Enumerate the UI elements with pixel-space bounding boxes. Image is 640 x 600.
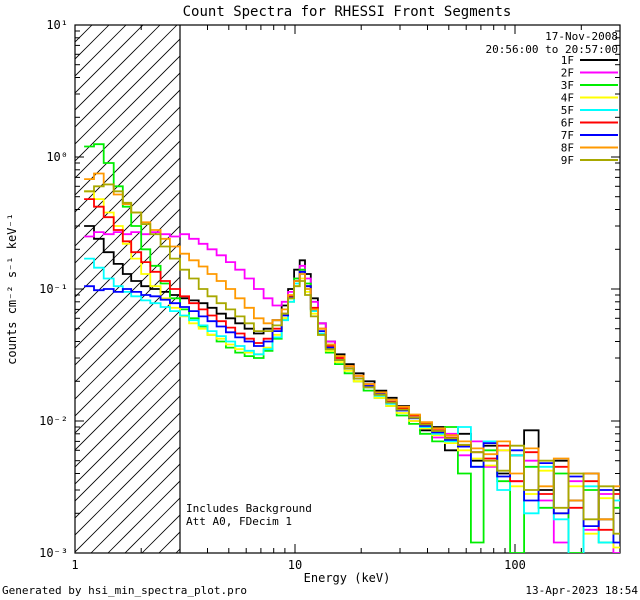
series-layer bbox=[84, 143, 620, 553]
series-line-8F bbox=[84, 172, 620, 521]
annotation-includes-background: Includes Background bbox=[186, 502, 312, 515]
hatch-line bbox=[75, 242, 180, 349]
x-tick-label: 1 bbox=[71, 558, 78, 572]
legend-label-6F: 6F bbox=[561, 117, 574, 130]
x-tick-label: 10 bbox=[288, 558, 302, 572]
legend-label-3F: 3F bbox=[561, 79, 574, 92]
series-line-3F bbox=[84, 143, 620, 553]
hatch-line bbox=[75, 361, 180, 468]
legend-label-1F: 1F bbox=[561, 54, 574, 67]
obs-time: 20:56:00 to 20:57:00 bbox=[486, 43, 618, 56]
legend-label-9F: 9F bbox=[561, 154, 574, 167]
hatch-line bbox=[75, 446, 180, 553]
y-tick-label: 10⁻¹ bbox=[39, 282, 68, 296]
x-axis-label: Energy (keV) bbox=[304, 571, 391, 585]
series-line-5F bbox=[84, 257, 620, 553]
hatch-line bbox=[75, 327, 180, 434]
series-line-7F bbox=[84, 270, 620, 544]
y-tick-label: 10⁻² bbox=[39, 414, 68, 428]
hatch-line bbox=[75, 276, 180, 383]
chart-title: Count Spectra for RHESSI Front Segments bbox=[183, 4, 512, 20]
annotation-attenuator: Att A0, FDecim 1 bbox=[186, 515, 292, 528]
hatch-line bbox=[75, 89, 180, 196]
hatch-line bbox=[75, 25, 144, 94]
hatch-line bbox=[75, 208, 180, 315]
series-line-9F bbox=[84, 183, 620, 535]
hatch-line bbox=[75, 429, 180, 536]
axis-ticks bbox=[74, 24, 621, 554]
hatch-line bbox=[75, 25, 178, 128]
legend-label-8F: 8F bbox=[561, 142, 574, 155]
legend-label-5F: 5F bbox=[561, 104, 574, 117]
legend-label-4F: 4F bbox=[561, 92, 574, 105]
hatch-line bbox=[75, 395, 180, 502]
obs-date: 17-Nov-2008 bbox=[545, 30, 618, 43]
legend-label-2F: 2F bbox=[561, 67, 574, 80]
y-tick-label: 10⁰ bbox=[46, 150, 68, 164]
hatch-line bbox=[90, 463, 180, 553]
legend-label-7F: 7F bbox=[561, 129, 574, 142]
y-tick-label: 10⁻³ bbox=[39, 546, 68, 560]
hatch-line bbox=[75, 225, 180, 332]
footer-generated-by: Generated by hsi_min_spectra_plot.pro bbox=[2, 584, 247, 597]
hatch-line bbox=[75, 412, 180, 519]
x-tick-label: 100 bbox=[504, 558, 526, 572]
hatch-line bbox=[75, 106, 180, 213]
hatch-line bbox=[75, 72, 180, 179]
hatch-line bbox=[75, 55, 180, 162]
hatch-region bbox=[75, 25, 180, 553]
footer-timestamp: 13-Apr-2023 18:54 bbox=[525, 584, 638, 597]
chart-dynamic-layer: 1 10 100 10¹ 10⁰ 10⁻¹ 10⁻² 10⁻³ 1F2F3F4F5F6F7F8F… bbox=[39, 18, 621, 572]
y-tick-label: 10¹ bbox=[46, 18, 68, 32]
hatch-line bbox=[75, 38, 180, 145]
hatch-line bbox=[75, 378, 180, 485]
y-axis-label: counts cm⁻² s⁻¹ keV⁻¹ bbox=[5, 213, 19, 365]
